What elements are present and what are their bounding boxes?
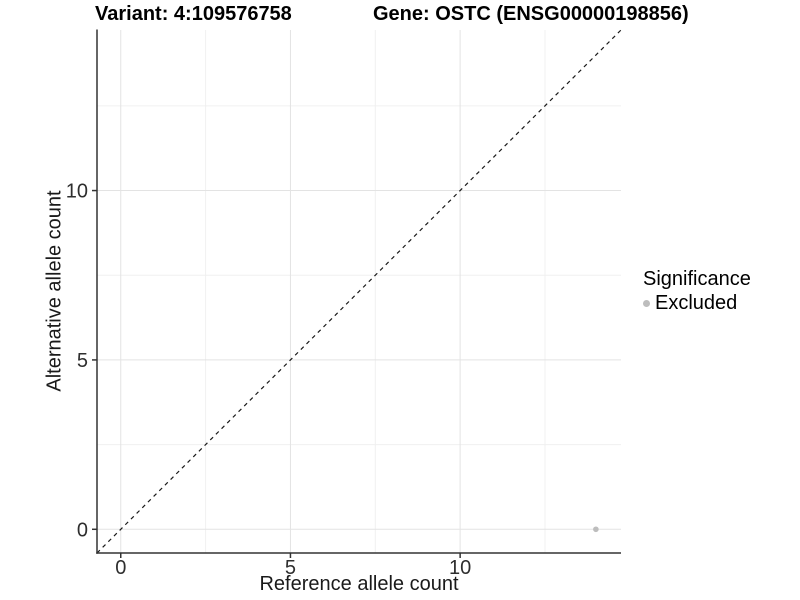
x-tick-label: 10 <box>449 557 471 579</box>
legend: Significance Excluded <box>641 267 751 315</box>
y-axis-label: Alternative allele count <box>43 190 66 392</box>
plot-panel: 0 5 10 0 5 10 <box>66 29 622 579</box>
plot-title-gene: Gene: OSTC (ENSG00000198856) <box>373 3 689 25</box>
plot-canvas: 0 5 10 0 5 10 <box>66 29 622 579</box>
legend-title: Significance <box>643 268 751 290</box>
y-tick-label: 5 <box>77 350 88 372</box>
legend-item-label: Excluded <box>655 291 738 314</box>
data-point-excluded <box>593 526 599 533</box>
legend-point-icon <box>643 299 650 307</box>
x-axis-label: Reference allele count <box>259 573 459 595</box>
legend-item-excluded: Excluded <box>641 291 751 315</box>
y-tick-label: 0 <box>77 519 88 541</box>
identity-reference-line <box>96 29 622 554</box>
plot-title-variant: Variant: 4:109576758 <box>95 3 292 25</box>
x-tick-label: 0 <box>115 557 126 579</box>
y-tick-label: 10 <box>66 181 88 203</box>
x-tick-label: 5 <box>285 557 296 579</box>
